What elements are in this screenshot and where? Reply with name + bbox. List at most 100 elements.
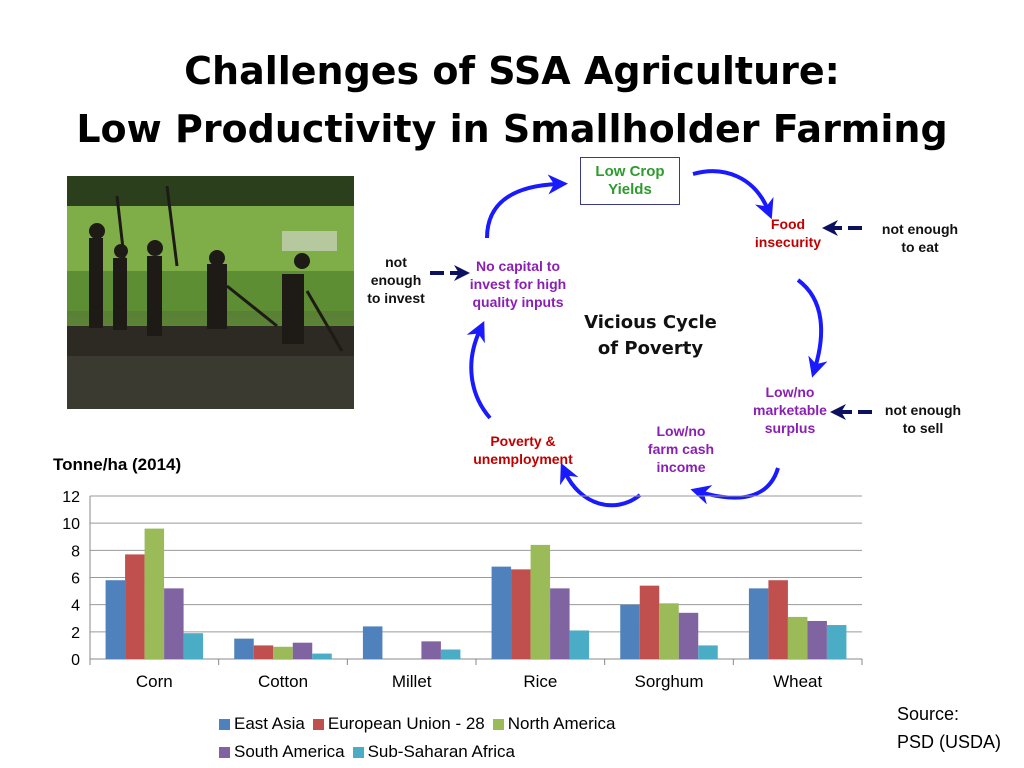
y-tick-label: 8 xyxy=(71,543,80,560)
bar-east-asia xyxy=(362,626,383,659)
node-text: Poverty & xyxy=(490,433,556,449)
bar-sub-saharan-africa xyxy=(698,645,718,659)
cycle-arrow-5 xyxy=(560,462,642,508)
bar-south-america xyxy=(550,588,570,659)
node-text: Low/no xyxy=(765,384,815,400)
bar-european-union-28 xyxy=(768,580,788,659)
farmers-field-photo xyxy=(67,176,354,409)
legend-item: European Union - 28 xyxy=(312,714,485,734)
legend-label: South America xyxy=(234,742,345,761)
node-low-crop-yields: Low Crop Yields xyxy=(580,157,680,205)
node-text: not xyxy=(385,254,407,270)
node-text: quality inputs xyxy=(472,294,564,310)
label-not-enough-to-sell: not enough to sell xyxy=(875,401,971,437)
bar-chart: 0 2 4 6 8 10 12 Corn Cotton Millet Rice Sorghum Whea… xyxy=(62,489,863,691)
legend-swatch xyxy=(219,746,230,758)
y-tick-label: 4 xyxy=(71,598,80,615)
node-text: marketable xyxy=(753,402,827,418)
legend-item: North America xyxy=(492,714,616,734)
node-marketable-surplus: Low/no marketable surplus xyxy=(745,383,835,437)
y-tick-label: 12 xyxy=(62,489,80,506)
bar-east-asia xyxy=(491,566,512,659)
source-line1: Source: xyxy=(897,704,960,724)
y-tick-label: 6 xyxy=(71,571,80,588)
bar-south-america xyxy=(164,588,184,659)
node-text: farm cash xyxy=(647,441,715,457)
cycle-arrow-1 xyxy=(485,174,568,239)
legend-label: East Asia xyxy=(234,714,305,733)
node-text: Low/no xyxy=(656,423,706,439)
node-text: to eat xyxy=(901,239,939,255)
node-text: No capital to xyxy=(475,258,560,274)
bar-sub-saharan-africa xyxy=(569,630,590,659)
chart-legend: East Asia European Union - 28 North Americ… xyxy=(219,710,623,766)
slide-title-line2: Low Productivity in Smallholder Farming xyxy=(76,107,948,151)
cycle-center-label: Vicious Cycle of Poverty xyxy=(578,310,723,362)
bar-sub-saharan-africa xyxy=(440,649,461,659)
node-text: to invest xyxy=(367,290,425,306)
bar-north-america xyxy=(530,544,551,659)
legend-label: Sub-Saharan Africa xyxy=(367,742,515,761)
cycle-arrow-3 xyxy=(796,278,828,378)
node-text: to sell xyxy=(902,420,944,436)
node-text: invest for high xyxy=(469,276,567,292)
y-tick-label: 0 xyxy=(71,652,80,669)
node-text: enough xyxy=(370,272,422,288)
bar-north-america xyxy=(144,528,165,659)
cycle-center-line1: Vicious Cycle xyxy=(584,312,717,333)
source-line2: PSD (USDA) xyxy=(897,732,1002,752)
cycle-arrow-6 xyxy=(466,320,492,420)
cycle-arrow-4 xyxy=(690,467,780,505)
x-category-label: Wheat xyxy=(773,672,822,691)
bar-east-asia xyxy=(105,580,126,659)
x-category-label: Rice xyxy=(523,672,557,691)
bar-north-america xyxy=(787,616,808,659)
legend-swatch xyxy=(492,718,504,730)
chart-title: Tonne/ha (2014) xyxy=(53,455,182,474)
bar-east-asia xyxy=(234,638,254,659)
cycle-center-line2: of Poverty xyxy=(597,338,704,359)
label-not-enough-to-invest: not enough to invest xyxy=(362,253,430,307)
node-text: insecurity xyxy=(754,234,822,250)
bar-south-america xyxy=(421,641,441,659)
x-category-label: Sorghum xyxy=(635,672,704,691)
node-text: Food xyxy=(770,216,806,232)
x-category-label: Millet xyxy=(392,672,432,691)
legend-swatch xyxy=(352,746,364,758)
legend-label: North America xyxy=(507,714,616,733)
y-tick-label: 2 xyxy=(71,625,80,642)
node-text: not enough xyxy=(884,402,962,418)
node-text: not enough xyxy=(881,221,959,237)
legend-item: South America xyxy=(219,742,345,762)
bar-european-union-28 xyxy=(253,645,274,659)
legend-swatch xyxy=(219,718,230,730)
source-note: Source: PSD (USDA) xyxy=(897,700,1001,756)
legend-label: European Union - 28 xyxy=(327,714,485,733)
node-no-capital: No capital to invest for high quality in… xyxy=(462,257,574,311)
slide-title-line1: Challenges of SSA Agriculture: xyxy=(184,49,840,93)
x-category-label: Cotton xyxy=(258,672,308,691)
bar-south-america xyxy=(678,612,699,659)
legend-item: Sub-Saharan Africa xyxy=(352,742,515,762)
node-farm-cash-income: Low/no farm cash income xyxy=(636,422,726,476)
legend-item: East Asia xyxy=(219,714,305,734)
y-tick-label: 10 xyxy=(62,516,80,533)
bar-sub-saharan-africa xyxy=(826,625,847,659)
node-text: surplus xyxy=(764,420,816,436)
bar-european-union-28 xyxy=(511,569,531,659)
x-category-label: Corn xyxy=(136,672,173,691)
bar-south-america xyxy=(292,642,313,659)
bar-sub-saharan-africa xyxy=(312,653,332,659)
node-text: unemployment xyxy=(473,451,573,467)
cycle-arrow-2 xyxy=(692,169,774,220)
bar-european-union-28 xyxy=(639,585,660,659)
bar-north-america xyxy=(273,646,293,659)
label-not-enough-to-eat: not enough to eat xyxy=(872,220,968,256)
legend-swatch xyxy=(312,718,324,730)
bar-sub-saharan-africa xyxy=(183,633,204,659)
bar-east-asia xyxy=(748,588,769,659)
bar-east-asia xyxy=(620,604,640,659)
node-low-crop-yields-label: Low Crop Yields xyxy=(595,163,665,198)
vicious-cycle-diagram xyxy=(430,169,872,508)
bar-north-america xyxy=(659,603,679,659)
